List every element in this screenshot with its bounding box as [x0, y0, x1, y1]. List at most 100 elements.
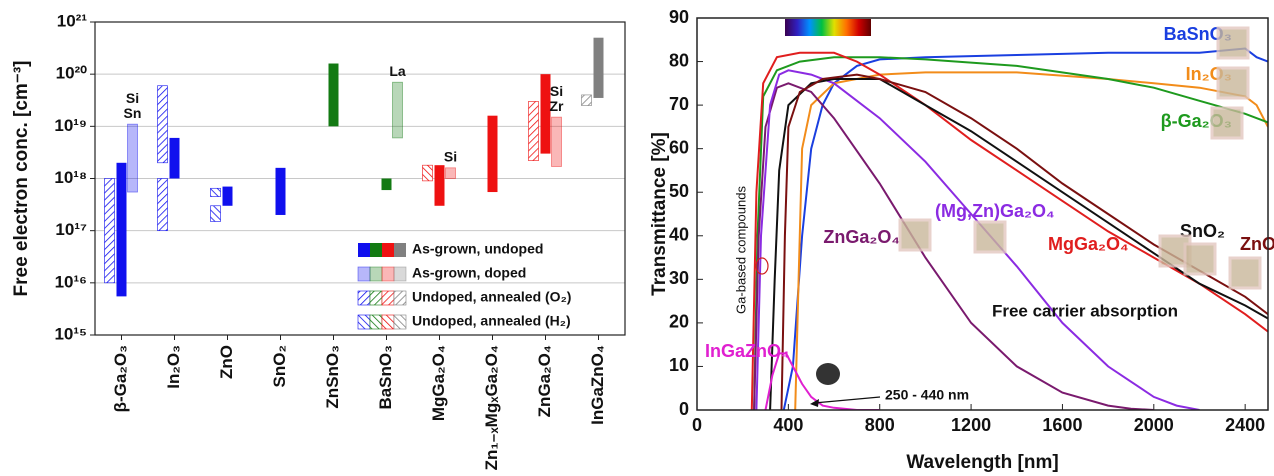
series-label: InGaZnO₄ [705, 341, 790, 361]
y-tick-label: 40 [669, 225, 689, 245]
x-tick-label: BaSnO₃ [376, 345, 395, 410]
y-tick-label: 10¹⁹ [54, 116, 87, 135]
legend-label: As-grown, undoped [412, 241, 543, 257]
range-bar [157, 85, 168, 164]
y-tick-label: 10²⁰ [56, 64, 88, 83]
range-bar [528, 101, 539, 161]
range-bar [422, 164, 433, 182]
legend-label: Undoped, annealed (O₂) [412, 289, 571, 305]
annotation: Free carrier absorption [992, 301, 1178, 320]
dopant-label: Si [444, 149, 457, 165]
legend-swatch [393, 290, 407, 306]
range-bar [210, 187, 221, 197]
x-tick-label: 1600 [1042, 415, 1082, 435]
x-tick-label: 0 [692, 415, 702, 435]
region-marker [755, 257, 769, 275]
range-bar [169, 137, 180, 179]
x-tick-label: ZnSnO₃ [323, 345, 342, 409]
y-tick-label: 10¹⁵ [54, 324, 87, 343]
plot-frame [696, 17, 1269, 411]
x-axis-label: Wavelength [nm] [906, 452, 1058, 473]
sample-photo [1210, 106, 1244, 140]
x-tick-label: ZnGa₂O₄ [535, 345, 554, 417]
legend-swatch [357, 314, 371, 330]
range-bar [593, 37, 604, 98]
x-tick-label: ZnO [217, 345, 236, 379]
x-tick-label: 400 [773, 415, 803, 435]
dopant-label: Si [126, 90, 139, 106]
range-bar [581, 94, 592, 106]
transmittance-line [755, 69, 1200, 410]
sample-photo [1216, 66, 1250, 100]
series-label: ZnGa₂O₄ [823, 227, 900, 247]
legend-label: As-grown, doped [412, 265, 526, 281]
legend-swatch [369, 266, 383, 282]
annotation: Ga-based compounds [733, 186, 748, 314]
y-tick-label: 10¹⁸ [54, 168, 87, 187]
transmittance-line [764, 352, 880, 410]
annotation-arrow [813, 396, 881, 404]
range-bar [445, 167, 456, 179]
range-bar [127, 123, 138, 193]
x-tick-label: β-Ga₂O₃ [111, 345, 130, 412]
y-tick-label: 10²¹ [57, 11, 88, 30]
y-tick-label: 60 [669, 137, 689, 157]
series-label: ZnO [1240, 234, 1274, 254]
legend-swatch [370, 243, 382, 257]
x-tick-label: 800 [865, 415, 895, 435]
legend-swatch [369, 290, 383, 306]
y-tick-label: 50 [669, 181, 689, 201]
range-bar [434, 165, 445, 206]
y-axis-label: Transmittance [%] [649, 132, 670, 296]
legend-swatch [381, 290, 395, 306]
range-bar [104, 178, 115, 284]
y-tick-label: 10¹⁷ [55, 220, 87, 239]
sample-photo [973, 220, 1007, 254]
legend-swatch [381, 266, 395, 282]
range-bar [392, 81, 403, 139]
y-tick-label: 90 [669, 7, 689, 27]
sample-photo [1216, 26, 1250, 60]
y-tick-label: 70 [669, 94, 689, 114]
y-tick-label: 0 [679, 399, 689, 419]
legend-swatch [369, 314, 383, 330]
y-tick-label: 30 [669, 268, 689, 288]
legend-swatch [357, 290, 371, 306]
legend-label: Undoped, annealed (H₂) [412, 313, 571, 329]
sample-photo [1228, 256, 1262, 290]
series-label: BaSnO₃ [1164, 24, 1232, 44]
range-bar [275, 167, 286, 215]
sample-photo [898, 218, 932, 252]
dopant-label: La [389, 63, 406, 79]
range-bar [328, 63, 339, 127]
legend-swatch [393, 266, 407, 282]
legend-swatch [358, 243, 370, 257]
range-bar [157, 178, 168, 231]
y-axis-label: Free electron conc. [cm⁻³] [11, 61, 32, 297]
range-bar [540, 74, 551, 154]
dopant-label: Zr [550, 98, 565, 114]
x-tick-label: Zn₁₋ₓMgₓGa₂O₄ [482, 345, 501, 470]
series-label: (Mg,Zn)Ga₂O₄ [935, 201, 1055, 221]
range-bar [551, 116, 562, 167]
annotation: 250 - 440 nm [885, 387, 969, 403]
y-tick-label: 10 [669, 355, 689, 375]
y-tick-label: 10¹⁶ [55, 272, 87, 291]
series-label: MgGa₂O₄ [1048, 234, 1129, 254]
legend-swatch [381, 314, 395, 330]
x-tick-label: 2000 [1134, 415, 1174, 435]
sample-photo [1183, 242, 1217, 276]
dopant-label: Sn [124, 105, 142, 121]
plot-frame [94, 21, 626, 336]
visible-spectrum [785, 19, 871, 36]
range-bar [222, 186, 233, 206]
y-tick-label: 20 [669, 312, 689, 332]
x-tick-label: 2400 [1225, 415, 1265, 435]
range-bar [381, 178, 392, 191]
range-bar [487, 115, 498, 193]
range-bar [116, 162, 127, 297]
sample-photo [816, 363, 840, 385]
transmittance-line [753, 56, 1268, 410]
x-tick-label: 1200 [951, 415, 991, 435]
